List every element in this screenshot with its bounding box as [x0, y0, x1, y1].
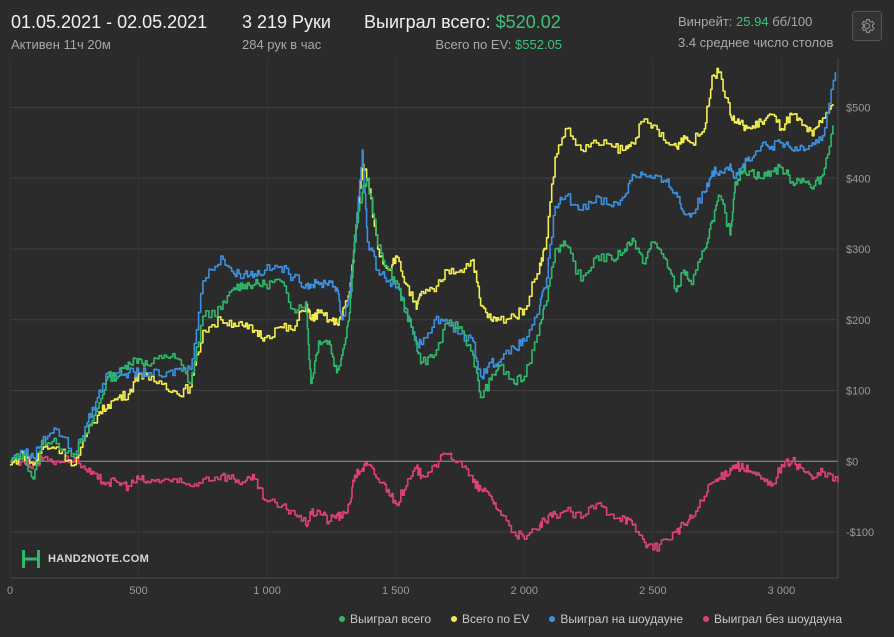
series-line-2 — [10, 72, 837, 463]
y-tick-label: -$100 — [846, 527, 874, 539]
date-range: 01.05.2021 - 02.05.2021 — [11, 12, 208, 32]
series-lines — [10, 67, 839, 552]
x-tick-label: 0 — [7, 585, 13, 597]
legend-label-showdown: Выиграл на шоудауне — [560, 612, 683, 626]
y-tick-label: $400 — [846, 173, 870, 185]
legend-item-nonshowdown[interactable]: Выиграл без шоудауна — [703, 612, 842, 626]
series-line-3 — [10, 452, 839, 552]
legend-item-won[interactable]: Выиграл всего — [338, 612, 432, 626]
hand2note-logo-icon — [22, 550, 40, 568]
winrate-unit: бб/100 — [772, 14, 813, 29]
x-tick-label: 2 000 — [511, 585, 539, 597]
hands-count: 3 219 Руки — [242, 12, 331, 32]
logo: HAND2NOTE.COM — [20, 548, 149, 570]
legend-label-ev: Всего по EV — [462, 612, 530, 626]
y-tick-label: $300 — [846, 244, 870, 256]
hands-per-hour: 284 рук в час — [242, 37, 322, 52]
x-tick-label: 500 — [129, 585, 147, 597]
x-tick-label: 3 000 — [768, 585, 796, 597]
total-won: Выиграл всего: $520.02 — [364, 12, 561, 33]
winrate-label: Винрейт: — [678, 14, 733, 29]
gear-icon — [861, 19, 875, 33]
winrate: Винрейт: 25.94 бб/100 — [678, 14, 812, 29]
legend-dot-showdown — [549, 616, 556, 622]
legend-label-won: Выиграл всего — [349, 612, 432, 626]
legend-dot-ev — [451, 616, 458, 622]
total-ev-value: $552.05 — [515, 37, 562, 52]
active-time: Активен 11ч 20м — [11, 37, 111, 52]
legend: Выиграл всего Всего по EV Выиграл на шоу… — [338, 612, 842, 626]
total-ev-label: Всего по EV: — [435, 37, 512, 52]
y-tick-labels: -$100 $0 $100 $200 $300 $400 $500 — [846, 103, 874, 539]
legend-dot-nonshowdown — [703, 616, 709, 622]
legend-label-nonshowdown: Выиграл без шоудауна — [714, 612, 842, 626]
series-line-1 — [10, 67, 834, 467]
total-won-value: $520.02 — [495, 12, 561, 32]
x-tick-label: 2 500 — [639, 585, 667, 597]
logo-text: HAND2NOTE.COM — [48, 553, 150, 565]
avg-tables: 3.4 среднее число столов — [678, 35, 834, 50]
total-won-label: Выиграл всего: — [364, 12, 491, 32]
y-tick-label: $200 — [846, 315, 870, 327]
x-tick-labels: 0 500 1 000 1 500 2 000 2 500 3 000 — [7, 585, 795, 597]
total-ev: Всего по EV: $552.05 — [364, 37, 562, 52]
settings-button[interactable] — [852, 11, 882, 41]
x-tick-label: 1 500 — [382, 585, 410, 597]
grid-lines — [9, 58, 839, 579]
legend-item-showdown[interactable]: Выиграл на шоудауне — [549, 612, 683, 626]
y-tick-label: $0 — [846, 456, 858, 468]
x-tick-label: 1 000 — [253, 585, 281, 597]
series-line-0 — [10, 125, 834, 480]
y-tick-label: $500 — [846, 103, 870, 115]
winrate-value: 25.94 — [736, 14, 769, 29]
legend-dot-won — [338, 616, 345, 622]
legend-item-ev[interactable]: Всего по EV — [451, 612, 529, 626]
y-tick-label: $100 — [846, 386, 870, 398]
